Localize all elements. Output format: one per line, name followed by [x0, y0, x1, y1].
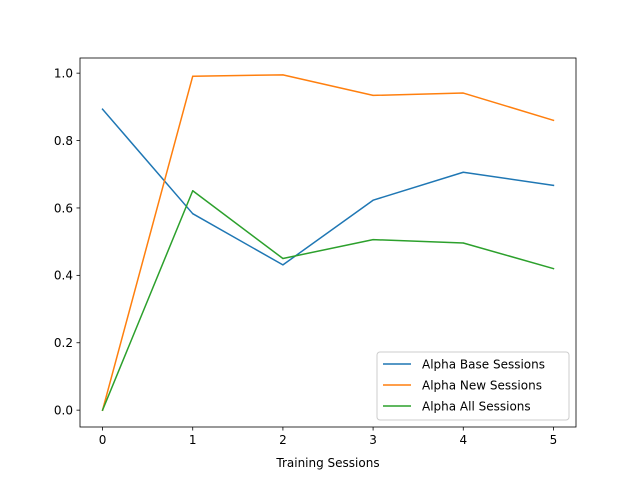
data-point-s3-5 — [552, 268, 555, 270]
data-point-s3-1 — [192, 190, 194, 192]
data-point-s2-5 — [552, 119, 555, 121]
y-tick-label: 0.2 — [54, 336, 73, 350]
legend-label-3: Alpha All Sessions — [422, 399, 531, 413]
y-tick-label: 0.0 — [54, 403, 73, 417]
data-point-s3-3 — [372, 239, 374, 241]
data-point-s2-3 — [372, 94, 374, 97]
series-layer — [101, 74, 555, 412]
data-point-s1-0 — [101, 108, 104, 110]
y-tick-label: 1.0 — [54, 66, 73, 80]
data-point-s3-4 — [462, 242, 464, 244]
series-line-3 — [101, 190, 555, 412]
plot-area-frame — [79, 57, 577, 428]
legend: Alpha Base Sessions Alpha New Sessions Alp… — [376, 351, 570, 421]
data-point-s1-3 — [372, 199, 374, 201]
x-tick-label: 3 — [369, 433, 377, 447]
y-tick-label: 0.6 — [54, 201, 73, 215]
y-tick-label: 0.4 — [54, 269, 73, 283]
data-point-s1-1 — [192, 213, 194, 215]
data-point-s1-4 — [462, 171, 464, 173]
legend-label-2: Alpha New Sessions — [422, 378, 542, 392]
x-tick-label: 4 — [459, 433, 467, 447]
data-point-s2-2 — [282, 74, 284, 76]
x-axis-title: Training Sessions — [275, 456, 379, 470]
data-point-s3-0 — [101, 409, 104, 411]
ticks-layer: 0 1 2 3 4 5 0.0 0.2 0.4 0.6 0.8 1.0 — [54, 66, 557, 447]
data-point-s2-4 — [462, 92, 464, 94]
x-tick-label: 1 — [189, 433, 197, 447]
series-line-2 — [101, 74, 555, 412]
x-tick-label: 0 — [99, 433, 107, 447]
data-point-s1-5 — [552, 184, 555, 186]
x-tick-label: 5 — [550, 433, 558, 447]
legend-box — [376, 351, 570, 421]
data-point-s2-1 — [192, 75, 194, 77]
series-line-1 — [101, 108, 555, 266]
legend-label-1: Alpha Base Sessions — [422, 357, 545, 371]
x-tick-label: 2 — [279, 433, 287, 447]
data-point-s1-2 — [282, 264, 284, 266]
y-tick-label: 0.8 — [54, 134, 73, 148]
data-point-s3-2 — [282, 257, 284, 260]
